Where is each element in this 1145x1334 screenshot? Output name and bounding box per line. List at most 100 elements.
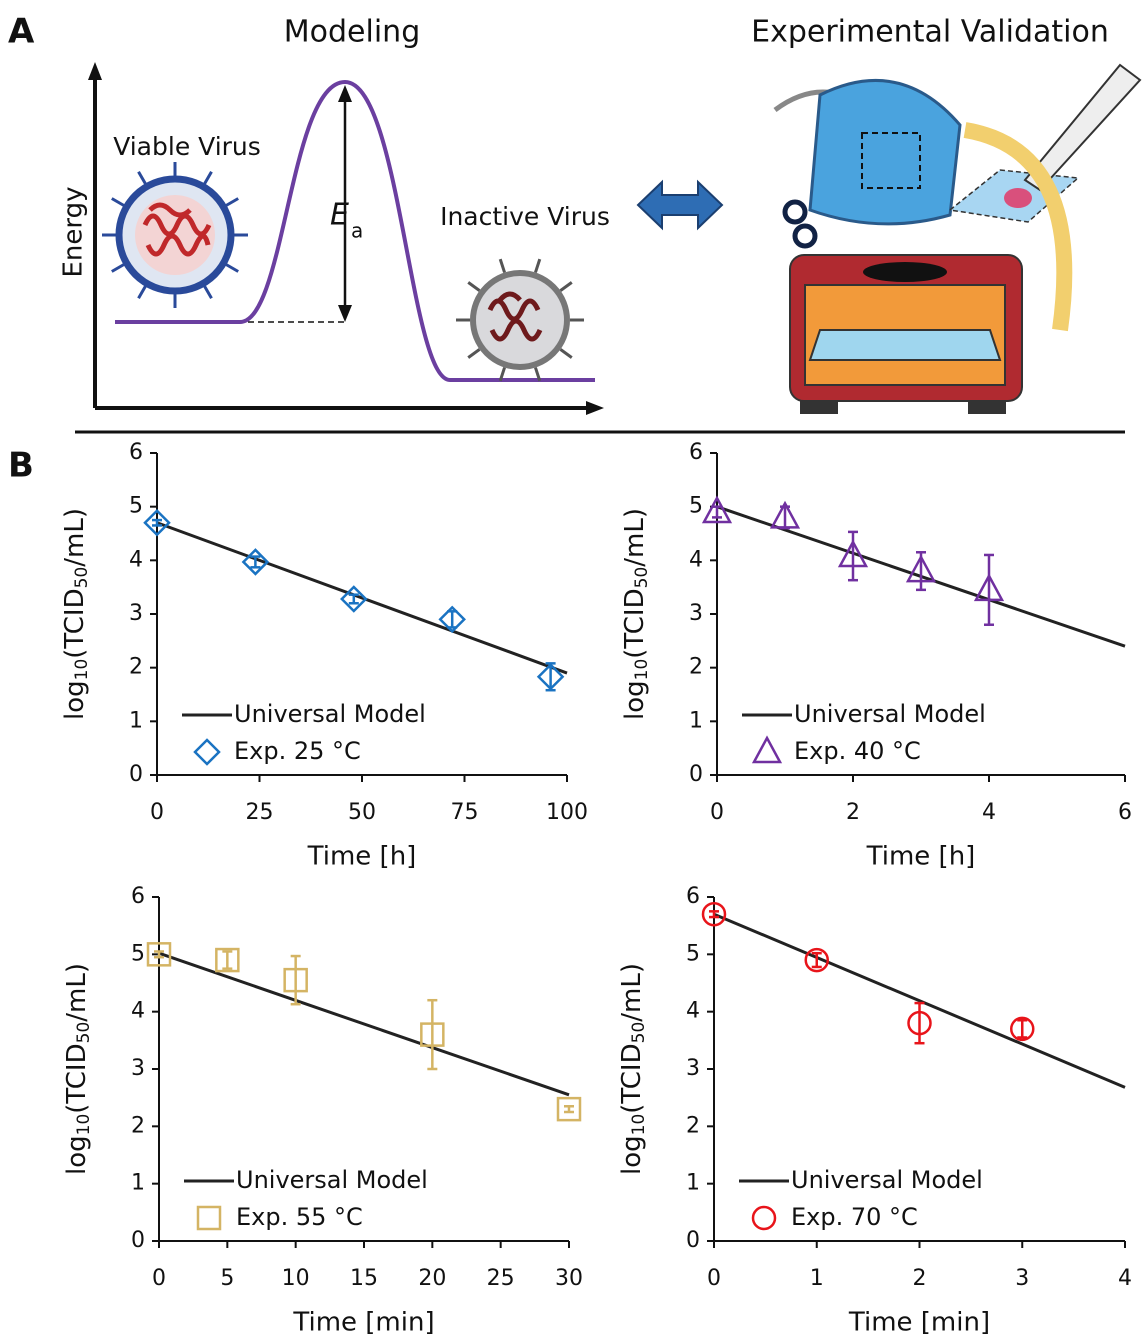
subscript: 50 xyxy=(629,1022,649,1044)
model-line xyxy=(158,951,570,1097)
label-part: (TCID xyxy=(60,588,90,658)
panel-label: B xyxy=(8,446,34,486)
y-tick-label: 2 xyxy=(131,1113,145,1138)
y-tick-label: 3 xyxy=(686,1056,700,1081)
y-tick-label: 5 xyxy=(131,941,145,966)
error-bar xyxy=(290,954,301,1006)
x-tick-label: 1 xyxy=(810,1266,824,1291)
scissors xyxy=(782,199,808,225)
subscript: 10 xyxy=(629,1114,649,1136)
legend-label: Universal Model xyxy=(234,700,426,728)
legend-marker xyxy=(196,1205,222,1231)
label-part: /mL) xyxy=(62,963,92,1022)
pipette xyxy=(1023,63,1142,192)
y-tick-label: 5 xyxy=(129,494,143,519)
y-tick-label: 6 xyxy=(686,884,700,909)
x-axis-label: Time [h] xyxy=(307,842,417,872)
vent xyxy=(863,262,947,282)
error-bar xyxy=(848,530,858,582)
marker xyxy=(536,663,565,691)
curved-arrow xyxy=(963,122,1073,332)
y-tick-label: 0 xyxy=(131,1228,145,1253)
y-tick-label: 4 xyxy=(129,547,143,572)
y-tick-label: 6 xyxy=(131,884,145,909)
energy-curve xyxy=(115,79,595,382)
label-part: (TCID xyxy=(620,588,650,658)
legend-label: Universal Model xyxy=(794,700,986,728)
marker xyxy=(146,942,172,967)
double-arrow xyxy=(636,179,724,231)
x-tick-label: 30 xyxy=(555,1266,583,1291)
error-bar xyxy=(447,610,458,629)
marker xyxy=(907,1010,932,1036)
spike xyxy=(534,258,542,273)
y-axis-label: log10(TCID50/mL) xyxy=(60,508,93,720)
label-part: /mL) xyxy=(60,508,90,567)
spike xyxy=(111,263,125,273)
spike xyxy=(137,285,147,299)
error-bar xyxy=(427,998,438,1071)
legend-label: Exp. 70 °C xyxy=(791,1203,918,1231)
arrow-head xyxy=(88,62,102,80)
y-tick-label: 2 xyxy=(686,1113,700,1138)
error-bar xyxy=(564,1105,574,1114)
y-tick-label: 1 xyxy=(686,1171,700,1196)
spike xyxy=(203,171,213,185)
legend-label: Exp. 55 °C xyxy=(236,1203,363,1231)
label: Viable Virus xyxy=(113,132,261,161)
scissors xyxy=(792,223,818,249)
legend-label: Exp. 25 °C xyxy=(234,737,361,765)
y-tick-label: 5 xyxy=(686,941,700,966)
x-tick-label: 50 xyxy=(348,800,376,825)
subscript: 50 xyxy=(632,567,652,589)
error-bar xyxy=(984,553,994,626)
x-tick-label: 0 xyxy=(707,1266,721,1291)
foot xyxy=(968,400,1006,414)
subscript: 10 xyxy=(72,659,92,681)
error-bar xyxy=(348,593,359,605)
spike xyxy=(203,285,213,299)
section-title: Modeling xyxy=(284,15,420,50)
marker xyxy=(438,605,466,634)
y-tick-label: 3 xyxy=(131,1056,145,1081)
spike xyxy=(111,197,125,207)
marker xyxy=(215,947,240,973)
arrow-head xyxy=(338,85,352,102)
x-tick-label: 10 xyxy=(282,1266,310,1291)
virus-icons xyxy=(115,175,570,370)
y-tick-label: 6 xyxy=(129,440,143,465)
x-tick-label: 0 xyxy=(152,1266,166,1291)
error-bar xyxy=(1017,1019,1028,1039)
y-tick-label: 0 xyxy=(686,1228,700,1253)
rna xyxy=(487,291,543,342)
x-tick-label: 25 xyxy=(246,800,274,825)
label-part: (TCID xyxy=(62,1043,92,1113)
model-line xyxy=(713,912,1126,1089)
marker xyxy=(837,539,869,568)
model-line xyxy=(156,521,568,675)
subscript: 50 xyxy=(74,1022,94,1044)
marker xyxy=(973,573,1005,602)
spike xyxy=(498,258,506,273)
x-tick-label: 75 xyxy=(451,800,479,825)
rna xyxy=(142,202,212,257)
y-tick-label: 4 xyxy=(686,999,700,1024)
legend-marker xyxy=(751,735,783,764)
x-tick-label: 3 xyxy=(1015,1266,1029,1291)
spike xyxy=(559,348,573,359)
axis-label: Energy xyxy=(59,186,89,277)
y-tick-label: 1 xyxy=(131,1171,145,1196)
label: Inactive Virus xyxy=(440,202,610,231)
spike xyxy=(467,348,481,359)
marker xyxy=(701,495,733,524)
y-tick-label: 2 xyxy=(689,655,703,680)
spike xyxy=(467,281,481,292)
label-part: log xyxy=(60,680,90,720)
error-bar xyxy=(811,951,822,969)
droplet xyxy=(1004,188,1032,208)
error-bar xyxy=(154,950,164,959)
y-tick-label: 5 xyxy=(689,494,703,519)
y-tick-label: 0 xyxy=(689,762,703,787)
error-bar xyxy=(250,555,261,569)
